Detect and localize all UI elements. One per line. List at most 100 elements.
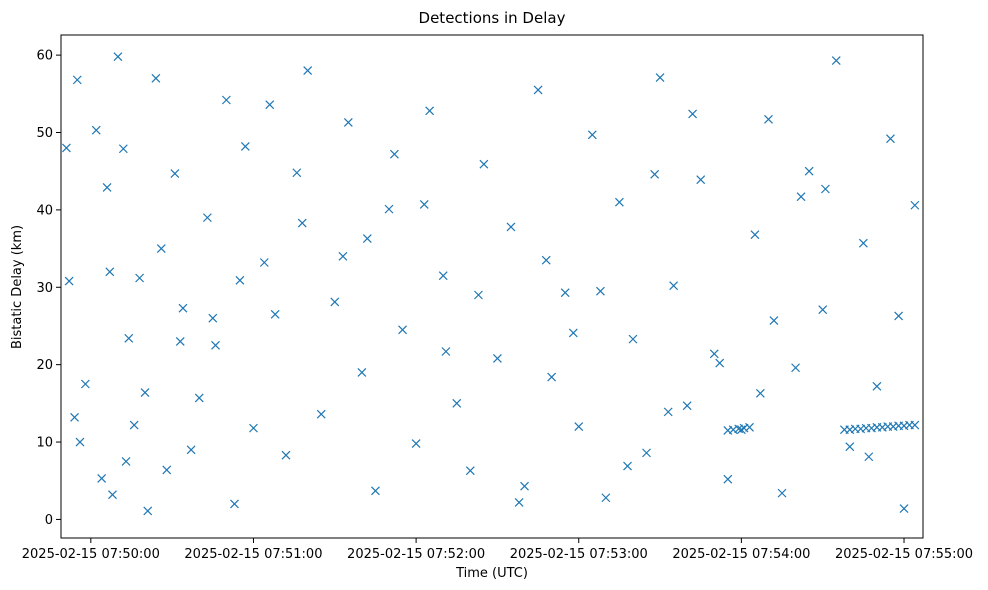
data-point — [655, 73, 665, 82]
data-point — [221, 95, 231, 105]
data-point — [642, 448, 651, 458]
data-point — [614, 197, 624, 207]
data-point — [520, 481, 529, 491]
data-point — [886, 134, 895, 144]
data-point — [438, 271, 448, 281]
data-point — [124, 333, 134, 343]
data-point — [465, 466, 475, 476]
data-point — [533, 85, 543, 95]
data-point — [140, 388, 150, 397]
data-point — [118, 144, 128, 154]
chart-title: Detections in Delay — [419, 9, 566, 27]
data-point — [858, 238, 868, 248]
data-point — [330, 297, 340, 307]
data-point — [506, 222, 516, 232]
data-point — [357, 367, 367, 377]
data-point — [628, 334, 638, 344]
data-point — [64, 276, 74, 286]
data-point — [235, 275, 245, 285]
data-point — [162, 465, 172, 475]
x-tick-label: 2025-02-15 07:50:00 — [22, 547, 160, 562]
data-point — [292, 168, 302, 178]
data-point — [804, 166, 814, 176]
data-point — [574, 422, 584, 431]
data-point — [831, 56, 841, 65]
plot-frame — [60, 34, 924, 539]
data-point — [151, 73, 161, 83]
data-point — [362, 234, 372, 243]
data-point — [764, 114, 773, 124]
data-point — [105, 267, 115, 277]
y-tick-label: 30 — [36, 281, 53, 296]
x-axis: 2025-02-15 07:50:00 2025-02-15 07:51:00 20… — [22, 538, 973, 562]
data-point — [547, 372, 557, 382]
data-point — [270, 309, 280, 319]
data-point — [91, 125, 101, 135]
x-tick-label: 2025-02-15 07:55:00 — [835, 547, 973, 562]
data-point — [688, 109, 698, 119]
y-axis: 0 10 20 30 40 50 60 — [36, 49, 61, 528]
data-point — [777, 488, 787, 498]
data-point — [80, 379, 90, 389]
data-point — [72, 75, 82, 85]
data-point — [249, 423, 258, 433]
data-point — [343, 118, 353, 127]
data-point — [623, 461, 632, 471]
data-point — [303, 66, 313, 76]
data-point — [419, 200, 429, 209]
data-point — [845, 442, 855, 452]
y-tick-label: 50 — [36, 126, 53, 141]
data-point — [894, 311, 904, 321]
x-tick-label: 2025-02-15 07:52:00 — [347, 547, 485, 562]
data-point — [316, 409, 326, 419]
data-point — [769, 316, 779, 325]
data-point — [338, 251, 348, 261]
data-point — [175, 337, 185, 346]
data-point — [899, 504, 909, 514]
y-tick-label: 0 — [45, 513, 53, 528]
data-point — [143, 506, 153, 516]
data-point — [135, 273, 145, 283]
y-tick-label: 60 — [36, 49, 53, 64]
data-point — [75, 437, 85, 447]
data-point — [560, 288, 570, 298]
data-point — [669, 281, 679, 291]
data-point — [61, 143, 71, 153]
data-point — [265, 100, 275, 110]
data-point — [208, 313, 218, 323]
data-point — [601, 493, 611, 503]
data-point — [818, 305, 828, 315]
data-point — [371, 486, 380, 496]
data-point — [723, 474, 733, 484]
data-point — [97, 473, 107, 483]
data-point — [755, 388, 765, 398]
y-tick-label: 20 — [36, 358, 53, 373]
data-point — [864, 452, 874, 462]
data-point — [750, 230, 760, 240]
data-point — [492, 354, 502, 363]
y-tick-label: 10 — [36, 436, 53, 451]
data-point — [541, 255, 551, 265]
data-point — [129, 420, 139, 430]
data-point — [156, 244, 166, 254]
data-point — [425, 106, 435, 116]
data-point — [194, 393, 204, 403]
data-point — [102, 183, 112, 192]
data-point — [281, 450, 291, 460]
data-point — [202, 213, 212, 223]
data-point — [70, 412, 79, 422]
data-point — [259, 258, 269, 267]
data-point — [121, 456, 131, 466]
data-point — [910, 200, 920, 210]
data-point — [411, 439, 421, 449]
data-point — [709, 349, 719, 359]
x-tick-label: 2025-02-15 07:51:00 — [184, 547, 322, 562]
x-axis-label: Time (UTC) — [455, 566, 528, 581]
data-point — [186, 445, 196, 455]
data-point — [682, 401, 692, 411]
data-point — [514, 497, 524, 507]
data-point — [663, 407, 673, 417]
data-point — [587, 130, 597, 140]
